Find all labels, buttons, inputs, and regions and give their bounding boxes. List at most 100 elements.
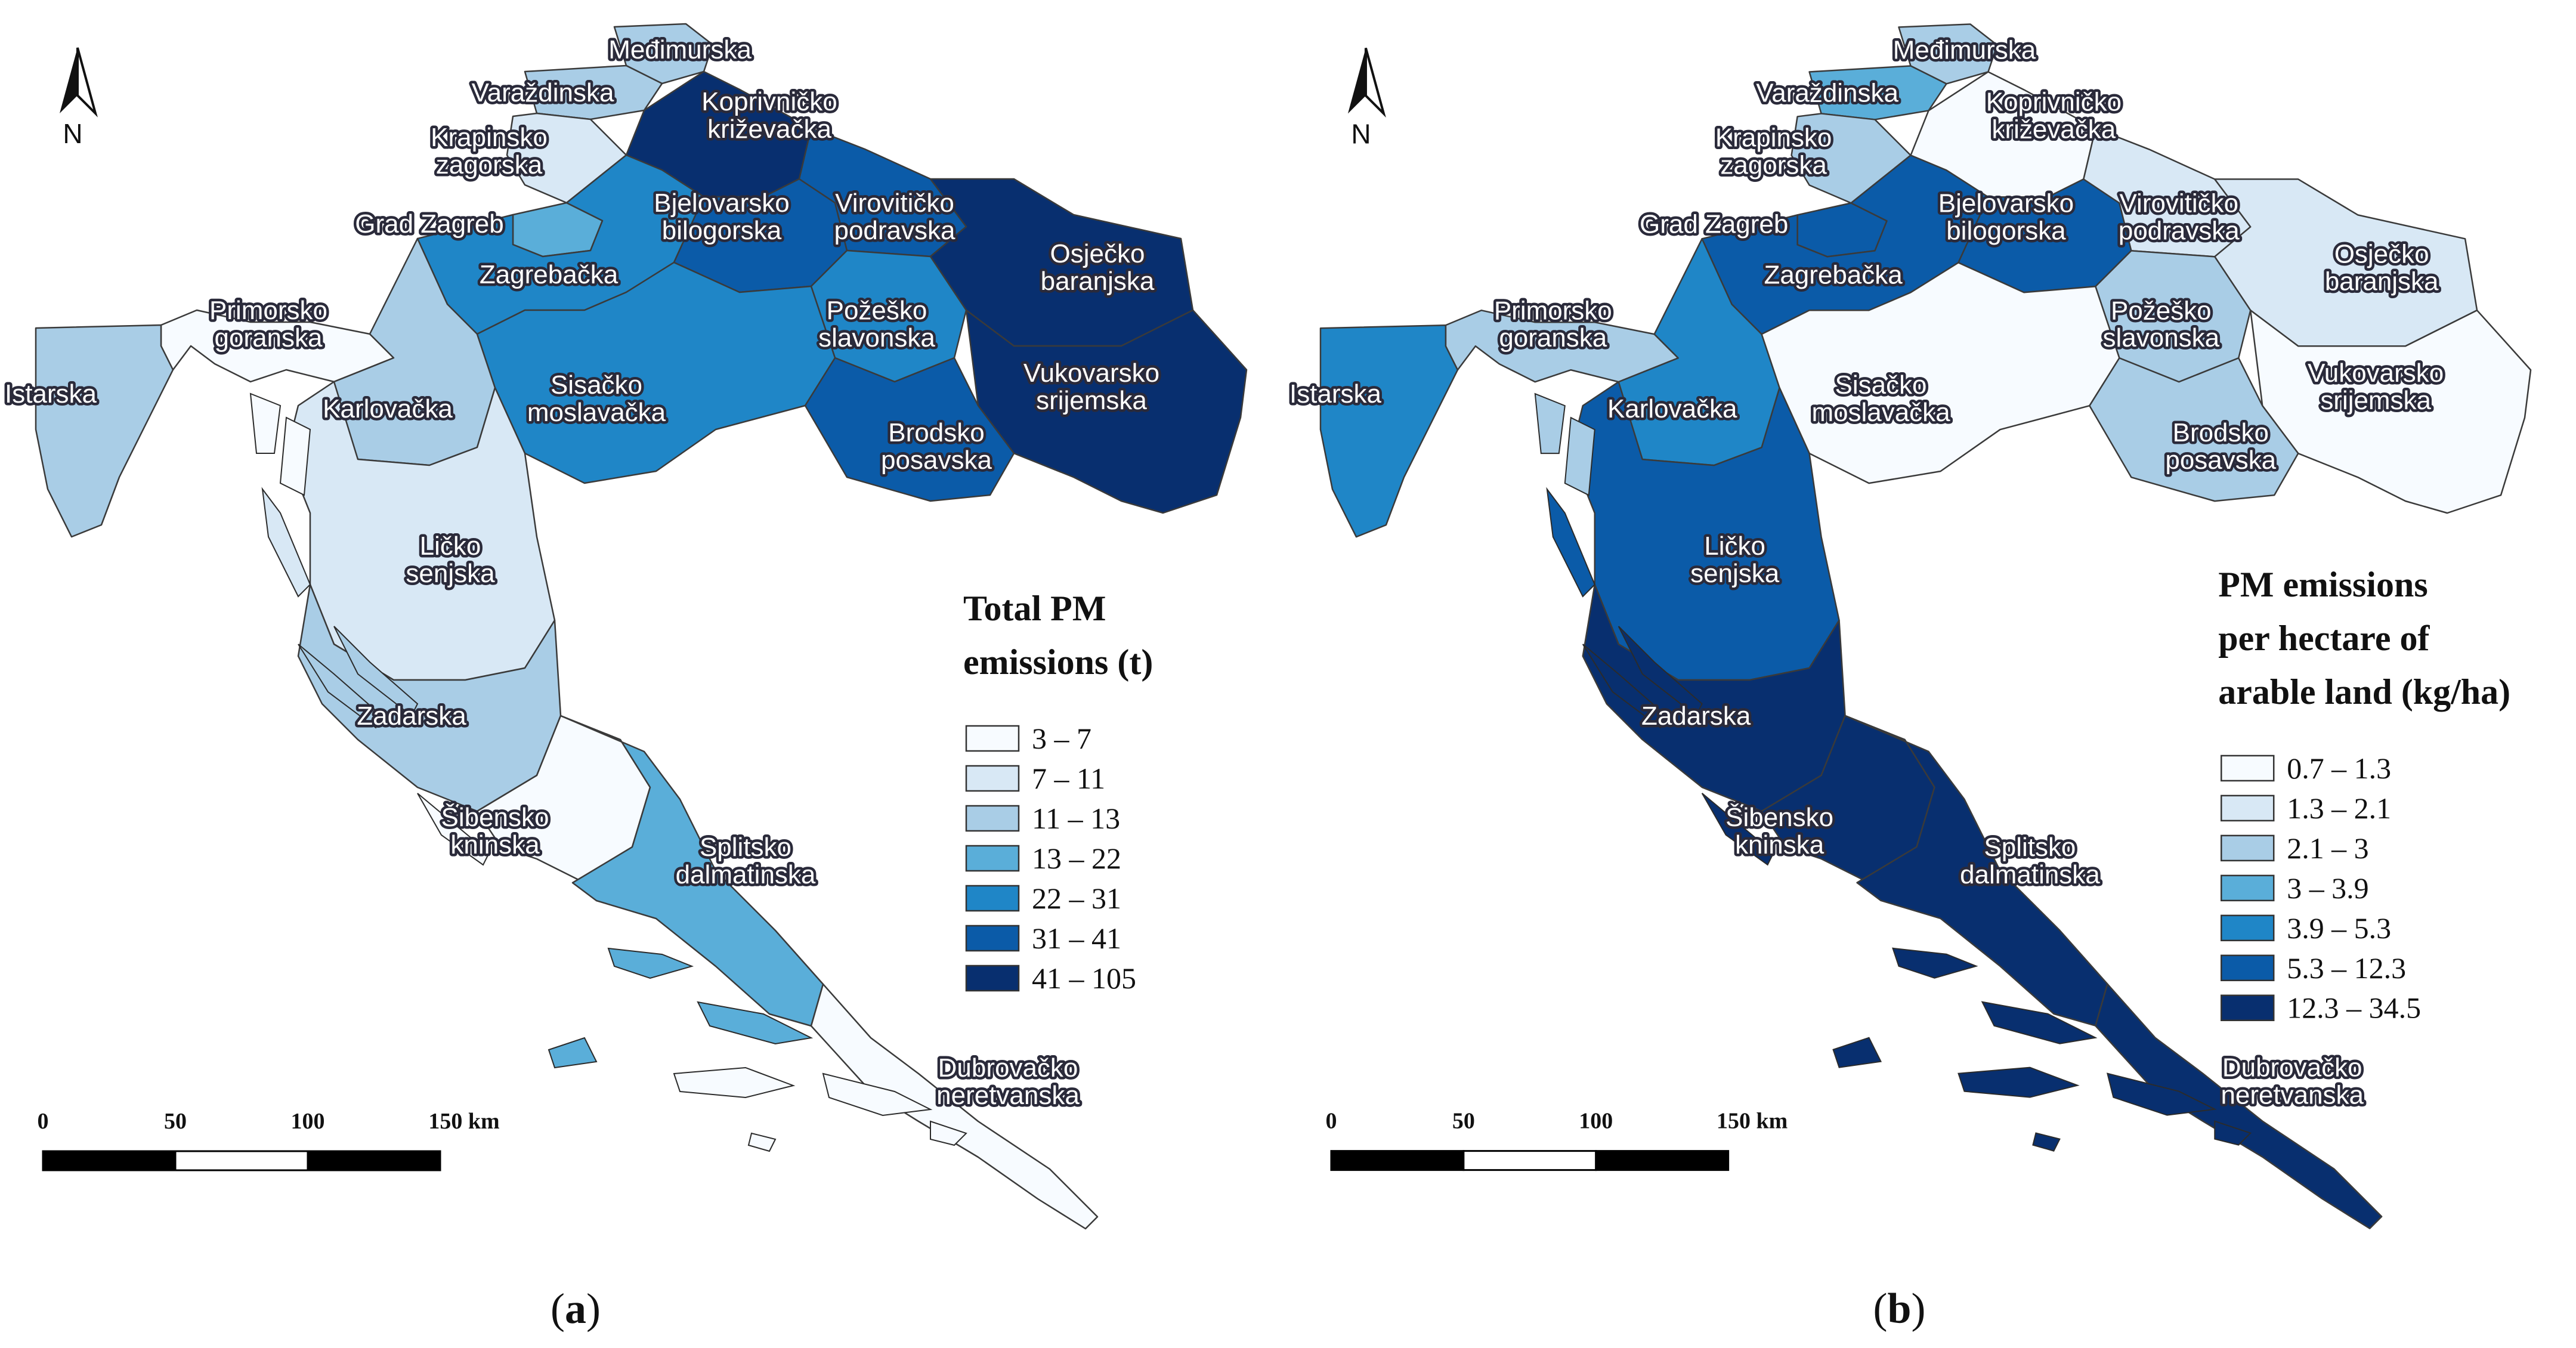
county-label-krapinsko-zagorska: Krapinsko zagorska: [1715, 123, 1832, 180]
county-istarska[interactable]: [1319, 324, 1459, 538]
county-labels: Međimurska Varaždinska Koprivničko križevač…: [2, 33, 1162, 1113]
county-dubrovacko-neretvanska[interactable]: [2095, 983, 2383, 1229]
county-label-bjelovarsko-bilogorska: Bjelovarsko bilogorska: [1938, 188, 2074, 245]
county-label-dubrovacko-neretvanska: Dubrovačko neretvanska: [936, 1053, 1080, 1110]
legend-label-4: 3.9 – 5.3: [2287, 911, 2391, 945]
legend-label-2: 11 – 13: [1032, 802, 1120, 835]
map-panel-a: Međimurska Varaždinska Koprivničko križevač…: [2, 23, 1248, 1332]
county-label-zadarska: Zadarska: [1641, 701, 1751, 731]
island-primorsko-goranska-1: [279, 416, 311, 496]
county-label-krapinsko-zagorska: Krapinsko zagorska: [431, 123, 548, 180]
island-licko-senjska-2: [1546, 487, 1595, 598]
county-label-varazdinska: Varaždinska: [1756, 78, 1898, 107]
county-label-grad-zagreb: Grad Zagreb: [1640, 209, 1788, 239]
legend-swatch-3: [2221, 874, 2275, 902]
legend-swatch-4: [2221, 914, 2275, 942]
scale-bar-tick-0: 0: [1325, 1109, 1337, 1134]
scale-bar-tick-2: 100: [291, 1109, 325, 1134]
scale-bar-tick-3: 150 km: [1717, 1109, 1788, 1134]
county-label-viroviticko-podravska: Virovitičko podravska: [2119, 188, 2240, 245]
county-splitsko-dalmatinska[interactable]: [1844, 715, 2108, 1027]
county-label-zadarska: Zadarska: [357, 701, 466, 731]
island-licko-senjska-2: [261, 487, 311, 598]
legend-swatch-2: [2221, 834, 2275, 862]
scale-bar-segment-0: [1330, 1150, 1465, 1171]
county-splitsko-dalmatinska[interactable]: [559, 715, 824, 1027]
county-label-vukovarsko-srijemska: Vukovarsko srijemska: [2308, 358, 2444, 415]
county-dubrovacko-neretvanska[interactable]: [810, 983, 1099, 1230]
county-label-sibensko-kninska: Šibensko kninska: [441, 802, 549, 859]
island-splitsko-dalmatinska-7: [697, 1001, 814, 1045]
county-label-grad-zagreb: Grad Zagreb: [355, 209, 503, 239]
scale-bar: 0 50 100 150 km: [38, 1109, 500, 1171]
island-primorsko-goranska-0: [249, 392, 282, 454]
island-primorsko-goranska-0: [1534, 392, 1566, 455]
island-zadarska-3: [1582, 644, 1667, 729]
legend: Total PM emissions (t) 3 – 7 7 – 11 11 – 13 1…: [963, 589, 1153, 995]
county-label-dubrovacko-neretvanska: Dubrovačko neretvanska: [2221, 1053, 2364, 1110]
island-zadarska-4: [333, 626, 419, 717]
county-polygons: [35, 23, 1248, 1230]
county-brodsko-posavska[interactable]: [2089, 357, 2299, 502]
scale-bar-tick-0: 0: [38, 1109, 49, 1134]
island-dubrovacko-neretvanska-11: [2214, 1120, 2252, 1146]
county-label-varazdinska: Varaždinska: [472, 78, 614, 107]
county-labels: Međimurska Varaždinska Koprivničko križevač…: [1288, 33, 2447, 1112]
legend-swatch-3: [965, 845, 1020, 872]
legend-swatch-4: [965, 885, 1020, 912]
map-panel-b: Međimurska Varaždinska Koprivničko križevač…: [1288, 23, 2532, 1332]
county-label-sisacko-moslavacka: Sisačko moslavačka: [1811, 370, 1950, 427]
legend-label-0: 0.7 – 1.3: [2287, 752, 2391, 785]
legend-label-4: 22 – 31: [1032, 882, 1121, 915]
scale-bar-tick-3: 150 km: [428, 1109, 499, 1134]
island-sibensko-kninska-5: [1701, 793, 1774, 866]
county-primorsko-goranska[interactable]: [1445, 310, 1679, 383]
county-label-licko-senjska: Ličko senjska: [1690, 531, 1780, 588]
legend-swatch-5: [965, 925, 1020, 952]
island-splitsko-dalmatinska-6: [607, 947, 694, 979]
legend-label-2: 2.1 – 3: [2287, 831, 2368, 865]
island-dubrovacko-neretvanska-10: [822, 1072, 933, 1117]
island-splitsko-dalmatinska-7: [1981, 1001, 2098, 1044]
county-label-vukovarsko-srijemska: Vukovarsko srijemska: [1023, 358, 1159, 415]
legend-swatch-1: [2221, 794, 2275, 822]
county-label-splitsko-dalmatinska: Splitsko dalmatinska: [1960, 833, 2100, 889]
county-label-pozesko-slavonska: Požeško slavonska: [2103, 296, 2220, 353]
north-letter: N: [1351, 118, 1371, 149]
legend-swatch-1: [965, 765, 1020, 792]
county-label-osjecko-baranjska: Osječko baranjska: [2325, 239, 2439, 296]
legend-swatch-2: [965, 805, 1020, 832]
county-label-medimurska: Međimurska: [608, 35, 752, 64]
island-zadarska-4: [1618, 626, 1703, 717]
county-brodsko-posavska[interactable]: [804, 357, 1015, 502]
county-label-sibensko-kninska: Šibensko kninska: [1725, 802, 1833, 859]
scale-bar-segment-2: [307, 1150, 441, 1171]
county-istarska[interactable]: [35, 324, 174, 538]
legend-swatch-6: [2221, 994, 2275, 1021]
island-splitsko-dalmatinska-6: [1892, 947, 1978, 979]
legend-label-1: 7 – 11: [1032, 762, 1105, 795]
island-splitsko-dalmatinska-8: [548, 1037, 598, 1069]
legend-swatch-0: [965, 725, 1020, 752]
legend-title-line: per hectare of: [2218, 619, 2430, 658]
island-dubrovacko-neretvanska-12: [747, 1132, 777, 1152]
county-label-primorsko-goranska: Primorsko goranska: [1494, 296, 1612, 353]
county-label-zagrebacka: Zagrebačka: [480, 260, 619, 289]
legend-title-line: arable land (kg/ha): [2218, 672, 2510, 712]
island-sibensko-kninska-5: [417, 793, 490, 866]
scale-bar-segment-2: [1595, 1150, 1730, 1171]
county-primorsko-goranska[interactable]: [160, 309, 395, 383]
panel-caption: (a): [551, 1285, 601, 1332]
county-label-bjelovarsko-bilogorska: Bjelovarsko bilogorska: [654, 188, 789, 245]
county-label-viroviticko-podravska: Virovitičko podravska: [834, 188, 955, 245]
legend-swatch-0: [2221, 755, 2275, 782]
legend-label-6: 41 – 105: [1032, 961, 1136, 995]
county-label-brodsko-posavska: Brodsko posavska: [2165, 418, 2276, 475]
island-splitsko-dalmatinska-8: [1832, 1037, 1882, 1068]
county-label-licko-senjska: Ličko senjska: [406, 531, 495, 588]
county-label-pozesko-slavonska: Požeško slavonska: [818, 296, 935, 353]
north-arrow-icon: N: [1347, 47, 1386, 149]
county-label-brodsko-posavska: Brodsko posavska: [881, 418, 992, 475]
county-polygons: [1319, 23, 2532, 1229]
island-dubrovacko-neretvanska-12: [2032, 1132, 2061, 1152]
